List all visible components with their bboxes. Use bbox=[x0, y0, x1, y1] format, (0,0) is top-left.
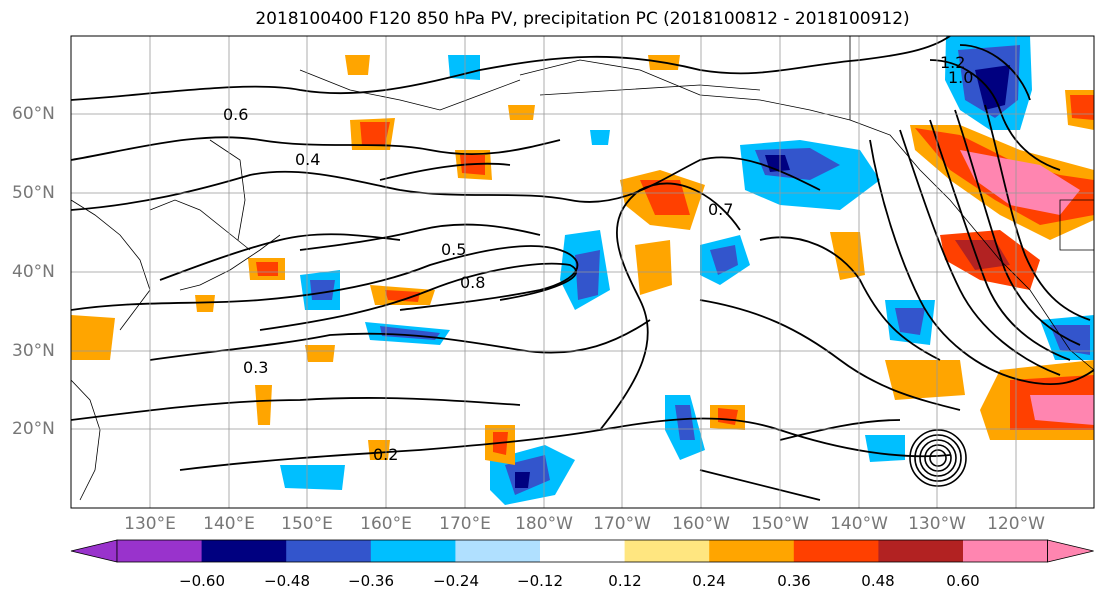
colorbar-segment bbox=[963, 540, 1049, 562]
colorbar-border bbox=[116, 539, 1048, 563]
contour-label-1.0: 1.0 bbox=[948, 68, 973, 87]
colorbar-tick-label: −0.48 bbox=[264, 572, 310, 590]
lon-label-170e: 170°E bbox=[439, 514, 491, 534]
colorbar-segment bbox=[878, 540, 964, 562]
colorbar-tick-label: 0.60 bbox=[946, 572, 980, 590]
colorbar-tick-label: 0.36 bbox=[777, 572, 811, 590]
colorbar-tick-label: 0.12 bbox=[608, 572, 642, 590]
colorbar-tick-label: −0.12 bbox=[517, 572, 563, 590]
lat-label-30n: 30°N bbox=[12, 341, 55, 361]
colorbar-tick-label: 0.24 bbox=[692, 572, 726, 590]
colorbar-segment bbox=[793, 540, 879, 562]
lon-label-140e: 140°E bbox=[203, 514, 255, 534]
lon-label-180w: 180°W bbox=[515, 514, 573, 534]
lon-label-130e: 130°E bbox=[124, 514, 176, 534]
colorbar-extend-high bbox=[1047, 539, 1094, 563]
colorbar-segment bbox=[286, 540, 372, 562]
contour-label-0.7: 0.7 bbox=[708, 200, 733, 219]
lat-label-60n: 60°N bbox=[12, 104, 55, 124]
colorbar-tick-label: 0.48 bbox=[861, 572, 895, 590]
contour-label-1.2: 1.2 bbox=[940, 53, 965, 72]
colorbar-segment bbox=[370, 540, 456, 562]
colorbar-extend-low bbox=[70, 539, 118, 563]
lon-label-170w: 170°W bbox=[593, 514, 651, 534]
contour-label-0.2: 0.2 bbox=[373, 445, 398, 464]
contour-label-0.4: 0.4 bbox=[295, 150, 320, 169]
colorbar-tick-label: −0.24 bbox=[433, 572, 479, 590]
lon-label-120w: 120°W bbox=[987, 514, 1045, 534]
colorbar-segment bbox=[540, 540, 626, 562]
colorbar-segment bbox=[117, 540, 203, 562]
colorbar-segment bbox=[624, 540, 710, 562]
lon-label-160e: 160°E bbox=[360, 514, 412, 534]
lon-label-160w: 160°W bbox=[672, 514, 730, 534]
colorbar-segment bbox=[709, 540, 795, 562]
colorbar-tick-label: −0.60 bbox=[179, 572, 225, 590]
map-title: 2018100400 F120 850 hPa PV, precipitatio… bbox=[255, 9, 910, 29]
lon-label-150e: 150°E bbox=[281, 514, 333, 534]
lon-label-130w: 130°W bbox=[908, 514, 966, 534]
lat-label-50n: 50°N bbox=[12, 183, 55, 203]
colorbar bbox=[70, 539, 1094, 563]
lat-label-20n: 20°N bbox=[12, 419, 55, 439]
contour-label-0.8: 0.8 bbox=[460, 273, 485, 292]
graticule bbox=[71, 36, 1094, 508]
colorbar-segment bbox=[201, 540, 287, 562]
contour-label-0.3: 0.3 bbox=[243, 358, 268, 377]
contour-label-0.6: 0.6 bbox=[223, 105, 248, 124]
lon-label-150w: 150°W bbox=[751, 514, 809, 534]
colorbar-segment bbox=[455, 540, 541, 562]
lon-label-140w: 140°W bbox=[830, 514, 888, 534]
cyclone-rings bbox=[909, 429, 967, 487]
contour-label-0.5: 0.5 bbox=[441, 240, 466, 259]
colorbar-tick-label: −0.36 bbox=[348, 572, 394, 590]
map-frame bbox=[70, 35, 1095, 509]
lat-label-40n: 40°N bbox=[12, 262, 55, 282]
